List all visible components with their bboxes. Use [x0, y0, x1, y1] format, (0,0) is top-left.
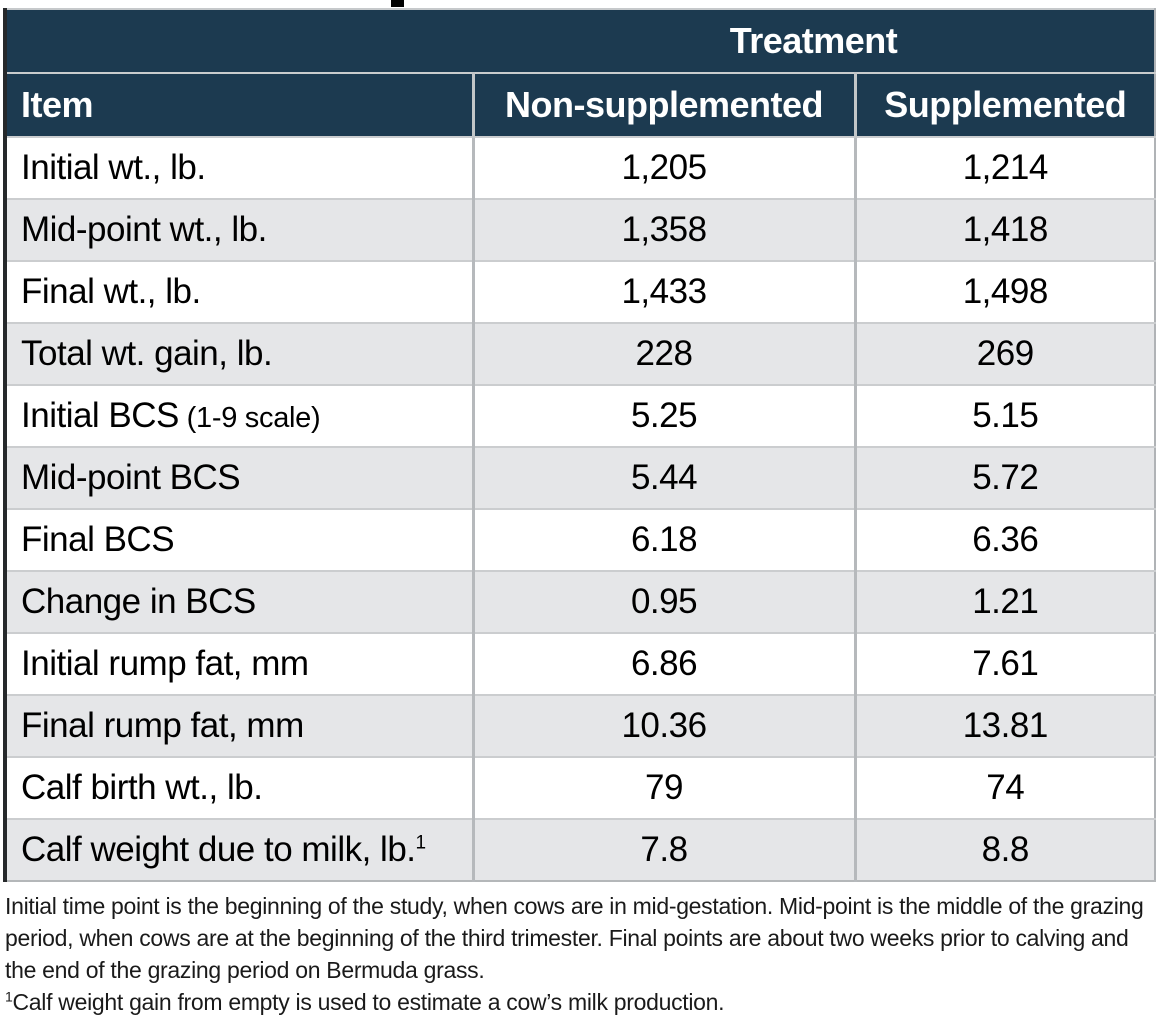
supplemented-value-cell: 1,214 — [853, 136, 1155, 199]
item-cell: Mid-point wt., lb. — [5, 198, 473, 261]
footnotes: Initial time point is the beginning of t… — [5, 890, 1157, 1018]
non-supplemented-value-cell: 10.36 — [471, 694, 855, 757]
non-supplemented-column-header: Non-supplemented — [471, 72, 855, 137]
non-supplemented-value-cell: 0.95 — [471, 570, 855, 633]
table-row: Mid-point wt., lb. 1,358 1,418 — [5, 198, 1155, 261]
non-supplemented-value-cell: 79 — [471, 756, 855, 819]
item-cell: Mid-point BCS — [5, 446, 473, 509]
treatment-table: Treatment Item Non-supplemented Suppleme… — [3, 8, 1156, 882]
item-cell: Calf birth wt., lb. — [5, 756, 473, 819]
treatment-header-cell: Treatment — [473, 9, 1155, 73]
table-body: Initial wt., lb. 1,205 1,214 Mid-point wt.,… — [5, 136, 1155, 881]
supplemented-value-cell: 13.81 — [853, 694, 1155, 757]
supplemented-value-cell: 8.8 — [853, 818, 1155, 881]
supplemented-value-cell: 5.72 — [853, 446, 1155, 509]
non-supplemented-value-cell: 6.18 — [471, 508, 855, 571]
item-cell: Initial BCS (1-9 scale) — [5, 384, 473, 447]
footnote-1-marker: 1 — [5, 988, 13, 1005]
table-row: Initial rump fat, mm 6.86 7.61 — [5, 632, 1155, 695]
table-row: Calf birth wt., lb. 79 74 — [5, 756, 1155, 819]
supplemented-value-cell: 5.15 — [853, 384, 1155, 447]
table-row: Final wt., lb. 1,433 1,498 — [5, 260, 1155, 323]
table-row: Initial wt., lb. 1,205 1,214 — [5, 136, 1155, 199]
non-supplemented-value-cell: 228 — [471, 322, 855, 385]
table-row: Mid-point BCS 5.44 5.72 — [5, 446, 1155, 509]
footnote-1: 1Calf weight gain from empty is used to … — [5, 986, 1157, 1018]
non-supplemented-value-cell: 5.25 — [471, 384, 855, 447]
item-cell: Initial wt., lb. — [5, 136, 473, 199]
non-supplemented-value-cell: 1,205 — [471, 136, 855, 199]
table-row: Calf weight due to milk, lb.1 7.8 8.8 — [5, 818, 1155, 881]
column-header-row: Item Non-supplemented Supplemented — [5, 72, 1155, 137]
item-column-header: Item — [5, 72, 473, 137]
non-supplemented-value-cell: 5.44 — [471, 446, 855, 509]
table-row: Initial BCS (1-9 scale) 5.25 5.15 — [5, 384, 1155, 447]
non-supplemented-value-cell: 6.86 — [471, 632, 855, 695]
supplemented-value-cell: 74 — [853, 756, 1155, 819]
supplemented-value-cell: 6.36 — [853, 508, 1155, 571]
item-cell: Change in BCS — [5, 570, 473, 633]
item-cell: Final BCS — [5, 508, 473, 571]
table-row: Change in BCS 0.95 1.21 — [5, 570, 1155, 633]
supplemented-value-cell: 269 — [853, 322, 1155, 385]
supplemented-value-cell: 1,418 — [853, 198, 1155, 261]
item-cell: Total wt. gain, lb. — [5, 322, 473, 385]
cropped-title-fragment — [391, 0, 404, 7]
supplemented-value-cell: 1.21 — [853, 570, 1155, 633]
page: Treatment Item Non-supplemented Suppleme… — [3, 8, 1157, 1018]
supplemented-value-cell: 1,498 — [853, 260, 1155, 323]
table-row: Final BCS 6.18 6.36 — [5, 508, 1155, 571]
item-cell: Final wt., lb. — [5, 260, 473, 323]
non-supplemented-value-cell: 7.8 — [471, 818, 855, 881]
non-supplemented-value-cell: 1,433 — [471, 260, 855, 323]
corner-cell — [5, 9, 473, 73]
table-row: Total wt. gain, lb. 228 269 — [5, 322, 1155, 385]
item-cell: Calf weight due to milk, lb.1 — [5, 818, 473, 881]
table-row: Final rump fat, mm 10.36 13.81 — [5, 694, 1155, 757]
treatment-header-row: Treatment — [5, 9, 1155, 73]
footnote-1-text: Calf weight gain from empty is used to e… — [12, 989, 725, 1015]
item-cell: Initial rump fat, mm — [5, 632, 473, 695]
supplemented-column-header: Supplemented — [853, 72, 1155, 137]
footnote-general: Initial time point is the beginning of t… — [5, 893, 1144, 983]
non-supplemented-value-cell: 1,358 — [471, 198, 855, 261]
supplemented-value-cell: 7.61 — [853, 632, 1155, 695]
footnote-reference: 1 — [415, 832, 427, 854]
item-cell: Final rump fat, mm — [5, 694, 473, 757]
